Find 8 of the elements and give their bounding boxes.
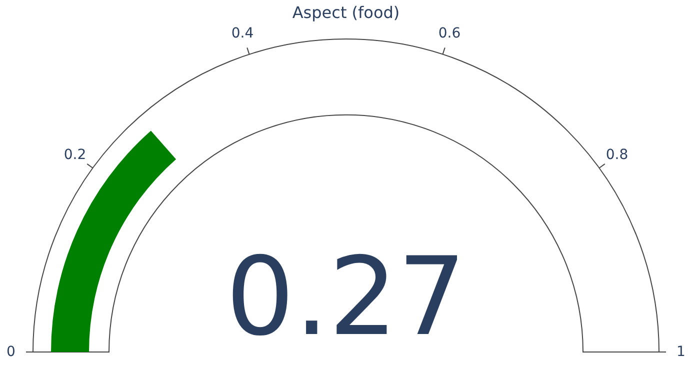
text: 1 <box>676 344 686 360</box>
data-label: 0.27 <box>226 235 466 360</box>
text: 0.8 <box>606 147 628 164</box>
text: 0 <box>6 344 16 360</box>
text: 0.6 <box>438 25 461 42</box>
text: Aspect (food) <box>292 3 400 22</box>
text: 0.4 <box>231 25 254 42</box>
text: 0.2 <box>64 147 86 164</box>
